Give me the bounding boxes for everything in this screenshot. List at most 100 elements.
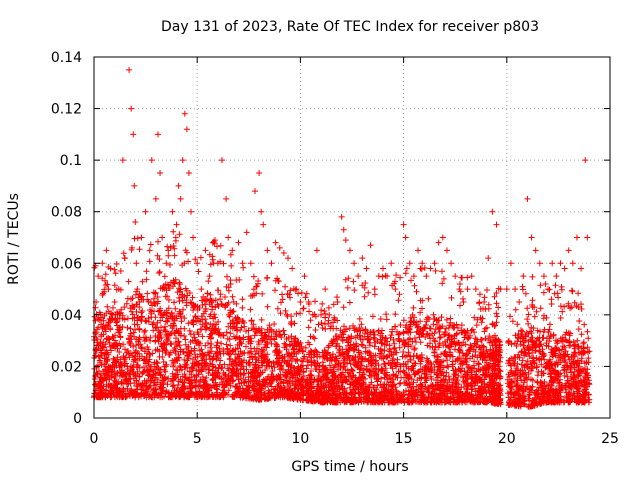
roti-point [101,324,108,331]
roti-point [175,182,182,189]
roti-point [121,255,128,262]
roti-point [289,265,296,272]
roti-point [165,247,172,254]
roti-point [516,298,523,305]
roti-point [359,255,366,262]
roti-point [148,157,155,164]
roti-point [179,157,186,164]
roti-point [206,273,213,280]
roti-point [557,260,564,267]
axis-ticks: 0 5 10 15 20 25 0 0.02 0.04 0.06 0.08 0.1 0.12 0.14 [51,50,619,447]
roti-point [334,298,341,305]
roti-point [146,247,153,254]
x-tick-label: 20 [498,431,516,447]
roti-point [503,286,510,293]
y-tick-label: 0.04 [51,308,82,324]
roti-point [272,239,279,246]
x-tick-label: 0 [90,431,99,447]
roti-point [584,234,591,241]
chart-title: Day 131 of 2023, Rate Of TEC Index for r… [161,19,539,35]
roti-point [379,265,386,272]
roti-point [258,208,265,215]
roti-point [154,131,161,138]
roti-point [107,265,114,272]
roti-point [185,170,192,177]
roti-point [497,286,504,293]
roti-point [194,260,201,267]
roti-point [553,273,560,280]
roti-point [443,247,450,254]
roti-point [183,126,190,133]
roti-point [115,286,122,293]
roti-point [173,221,180,228]
roti-point [163,260,170,267]
roti-point [578,265,585,272]
roti-point [99,260,106,267]
roti-point [452,273,459,280]
roti-point [103,247,110,254]
roti-point [235,239,242,246]
roti-point [355,273,362,280]
roti-point [318,311,325,318]
roti-point [396,291,403,298]
roti-point [202,247,209,254]
roti-point [371,286,378,293]
roti-point [532,247,539,254]
roti-point [218,157,225,164]
roti-point [136,298,143,305]
roti-point [126,66,133,73]
roti-point [131,182,138,189]
roti-point [468,273,475,280]
roti-point [400,221,407,228]
roti-point [388,260,395,267]
x-tick-label: 5 [193,431,202,447]
roti-point [520,273,527,280]
y-tick-label: 0.1 [60,153,82,169]
roti-point [476,291,483,298]
roti-point [406,260,413,267]
roti-point [536,260,543,267]
roti-point [507,260,514,267]
roti-point [472,286,479,293]
roti-point [109,311,116,318]
roti-point [342,237,349,244]
x-axis-label: GPS time / hours [291,459,408,475]
roti-point [214,260,221,267]
roti-point [223,195,230,202]
y-tick-label: 0.02 [51,359,82,375]
y-tick-label: 0.06 [51,256,82,272]
y-axis-label: ROTI / TECUs [6,193,22,285]
roti-point [134,286,141,293]
roti-point [569,260,576,267]
roti-point [363,265,370,272]
roti-point [419,260,426,267]
roti-point [309,311,316,318]
roti-point [481,298,488,305]
roti-point [410,273,417,280]
roti-point [119,157,126,164]
roti-point [565,247,572,254]
roti-point [256,170,263,177]
roti-point [549,260,556,267]
roti-point [130,131,137,138]
roti-point [464,286,471,293]
roti-point [198,286,205,293]
roti-point [326,311,333,318]
roti-point [431,260,438,267]
roti-point [157,170,164,177]
roti-point [512,286,519,293]
roti-point [540,273,547,280]
roti-point [392,286,399,293]
roti-point [138,234,145,241]
roti-point [384,273,391,280]
roti-point [340,226,347,233]
roti-point [293,286,300,293]
roti-point [338,213,345,220]
roti-point [528,234,535,241]
roti-point [133,260,140,267]
roti-point [268,260,275,267]
roti-point [247,260,254,267]
roti-point [152,195,159,202]
roti-point [448,260,455,267]
